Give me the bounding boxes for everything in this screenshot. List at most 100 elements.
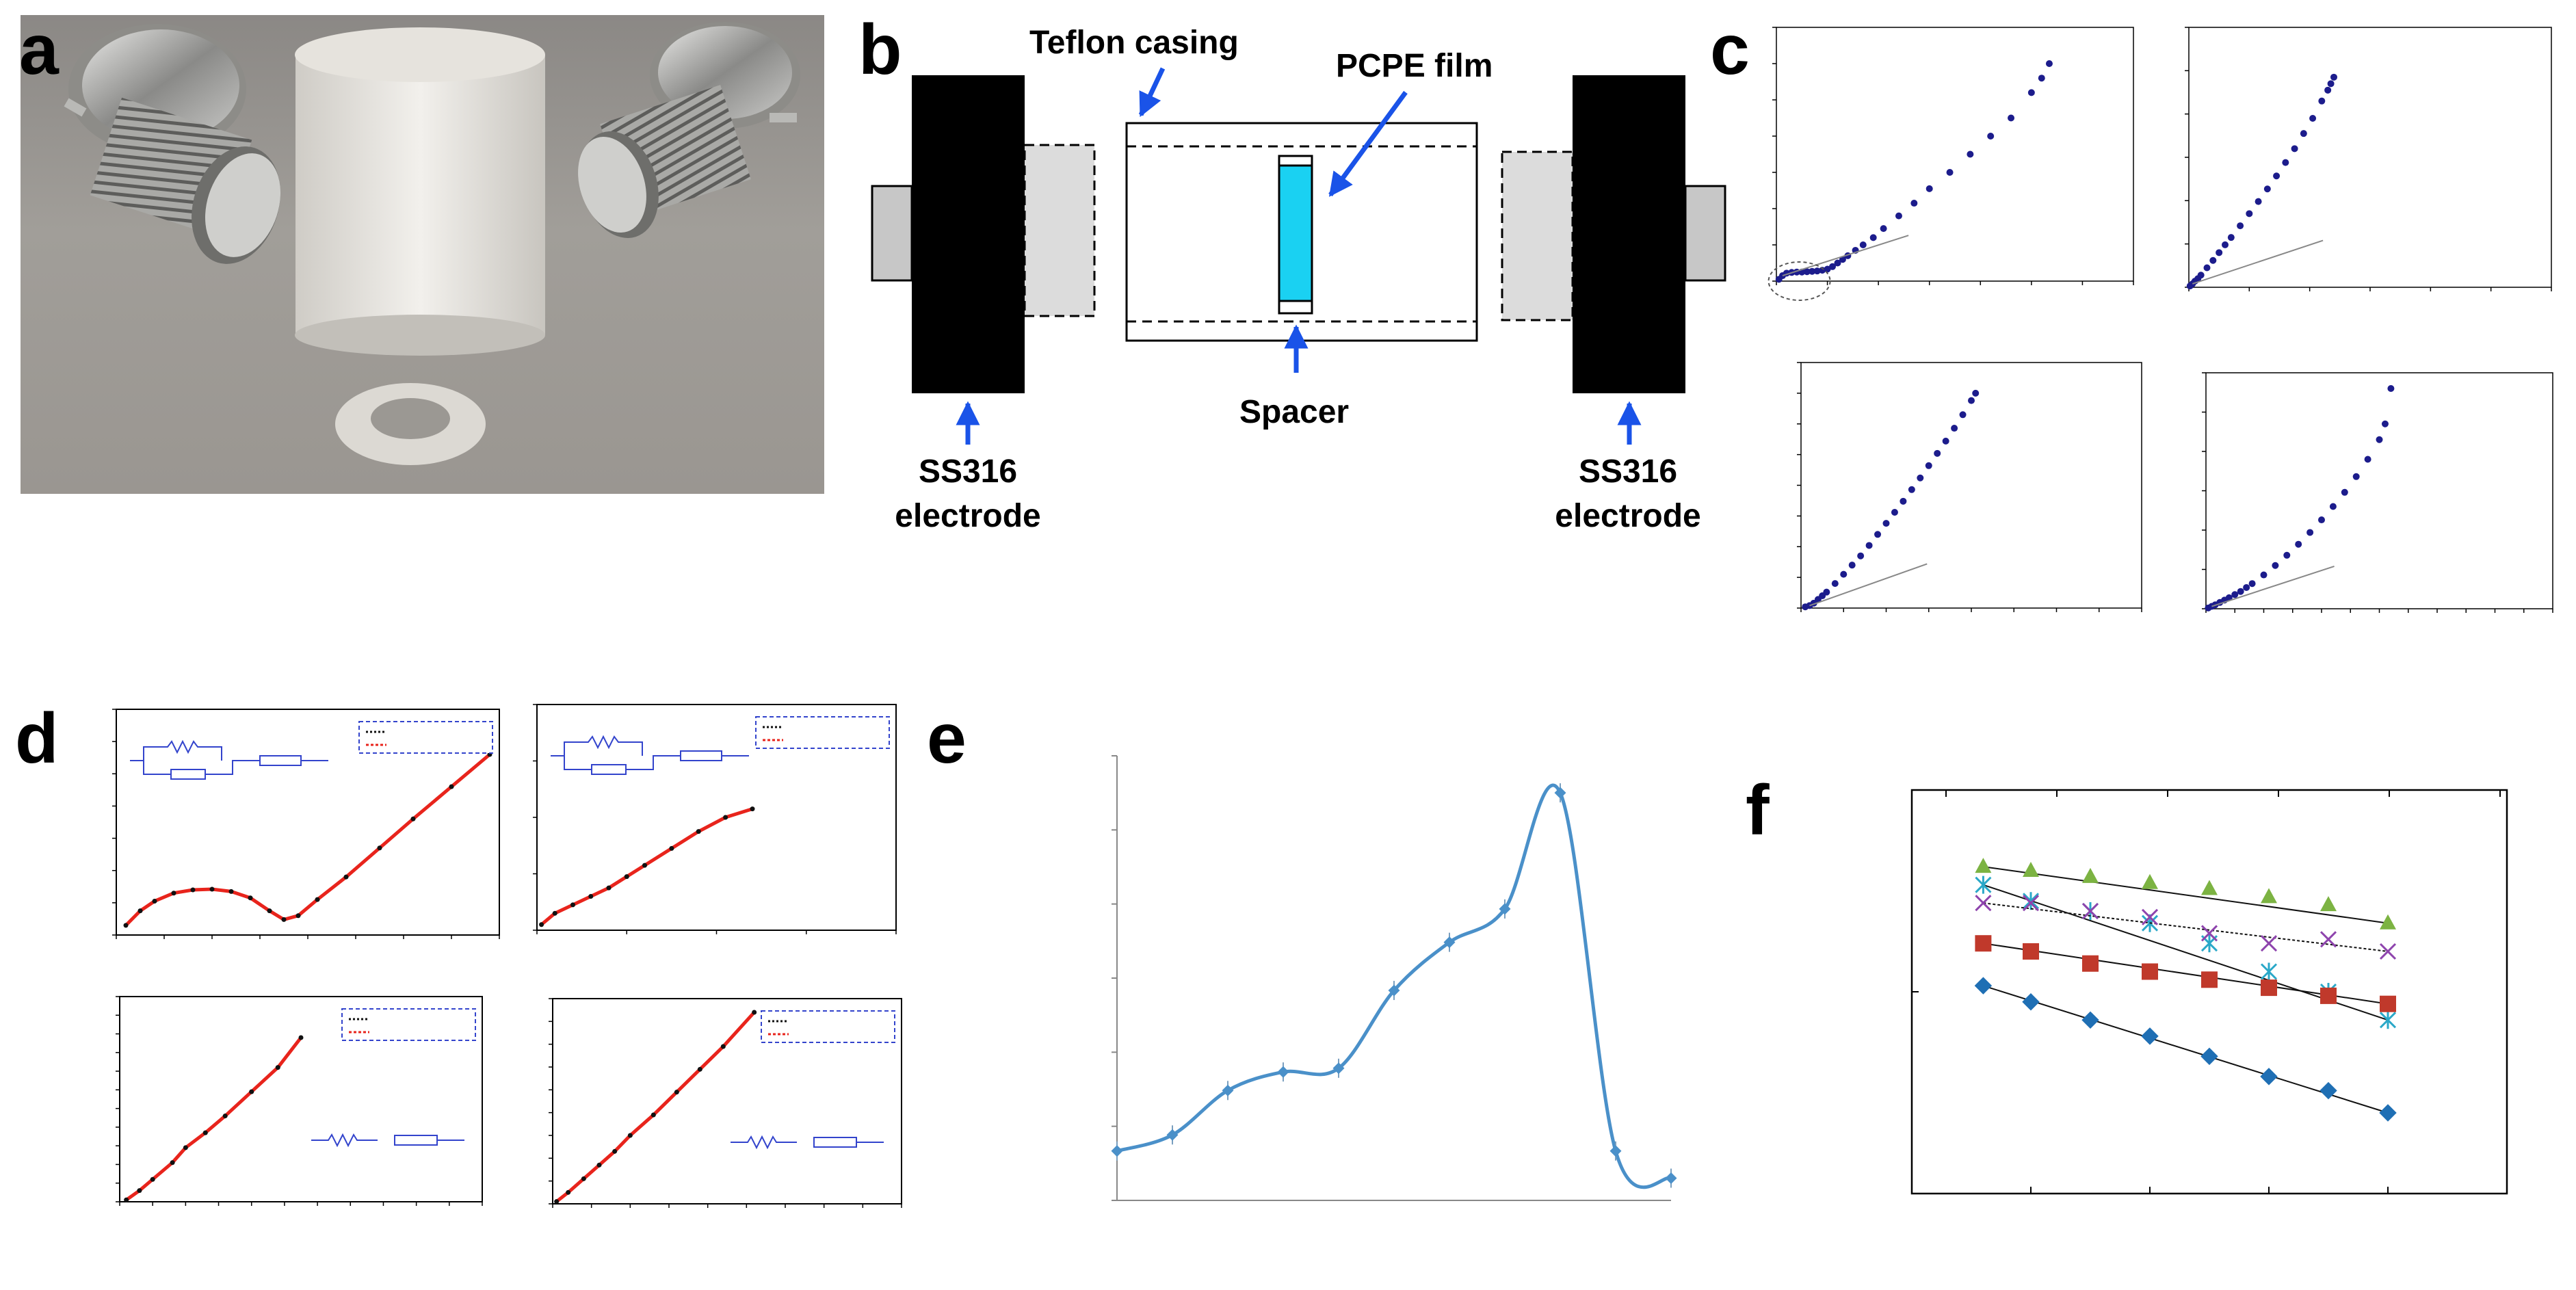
data-point <box>2227 234 2235 241</box>
equivalent-circuit <box>551 735 749 775</box>
data-point <box>1926 185 1933 192</box>
experimental-point <box>152 899 157 904</box>
experimental-point <box>752 1010 757 1015</box>
teflon-cylinder-photo <box>295 27 545 356</box>
data-point <box>1908 486 1915 493</box>
data-point <box>1834 259 1841 267</box>
data-point <box>2200 925 2218 942</box>
data-point <box>2022 993 2040 1011</box>
experimental-point <box>150 1176 155 1182</box>
data-point <box>1166 1129 1179 1141</box>
circuit-cpe2-box <box>813 1137 857 1148</box>
data-point <box>1443 936 1456 949</box>
data-point <box>1951 425 1958 432</box>
experimental-point <box>315 897 320 902</box>
experimental-point <box>124 1197 129 1202</box>
data-point <box>2330 73 2337 81</box>
circuit-cpe2-box <box>259 755 302 766</box>
data-point <box>2237 588 2244 595</box>
circuit-wires <box>731 1135 797 1150</box>
fitting-line <box>125 1036 302 1202</box>
chart-d3 <box>116 996 483 1206</box>
data-point <box>1499 903 1511 915</box>
spacer-ring-photo <box>335 383 486 465</box>
data-point <box>2022 895 2040 912</box>
data-point <box>2203 264 2211 272</box>
data-point <box>1987 133 1995 140</box>
data-point <box>2379 943 2397 960</box>
right-electrode-cap <box>1501 150 1574 321</box>
experimental-point <box>275 1065 280 1070</box>
experimental-point <box>720 1044 726 1049</box>
panel-c-letter: c <box>1710 10 1750 90</box>
experimental-point <box>281 917 287 922</box>
plot-frame <box>2205 372 2553 609</box>
chart-c1 <box>1767 27 2134 301</box>
experimental-point <box>410 816 416 821</box>
experimental-point <box>552 910 557 916</box>
experimental-point <box>248 895 253 901</box>
data-point <box>1859 241 1867 248</box>
data-point <box>2081 902 2099 920</box>
data-point <box>2027 89 2035 96</box>
data-point <box>2260 1068 2278 1085</box>
data-point <box>1942 437 1949 445</box>
data-point <box>1824 265 1831 273</box>
data-point <box>1882 520 1890 527</box>
legend-box <box>755 716 890 749</box>
data-point <box>2216 249 2223 256</box>
circuit-cpe1-box <box>170 769 206 780</box>
data-point <box>1111 1145 1123 1157</box>
equivalent-circuit <box>130 739 328 780</box>
data-point <box>2352 473 2360 480</box>
data-point <box>2379 1104 2397 1122</box>
data-point <box>1857 552 1865 560</box>
data-point <box>2141 1027 2159 1045</box>
right-electrode-stub <box>1684 185 1726 282</box>
circuit-wires <box>311 1133 378 1148</box>
data-point <box>2237 222 2244 230</box>
experimental-point <box>183 1145 188 1150</box>
chart-f <box>1910 789 2508 1195</box>
data-point <box>2197 272 2205 279</box>
rb-annotation-line <box>2211 565 2335 607</box>
experimental-point <box>202 1130 208 1135</box>
trend-line <box>1983 866 2389 924</box>
plot-frame <box>1776 27 2134 282</box>
data-point <box>2200 1047 2218 1066</box>
experimental-point <box>298 1035 304 1040</box>
legend-box <box>761 1010 895 1043</box>
data-point <box>2318 97 2326 105</box>
data-point <box>2364 456 2371 463</box>
data-point <box>2283 551 2291 559</box>
left-electrode-label-2: electrode <box>895 498 1040 534</box>
experimental-point <box>570 902 575 908</box>
right-electrode-fitting <box>578 22 800 238</box>
panel-b-letter: b <box>858 10 902 90</box>
fitting-line <box>555 1011 756 1203</box>
data-point <box>2045 60 2053 67</box>
data-point <box>1874 531 1882 538</box>
experimental-point <box>190 887 196 893</box>
data-point <box>1975 895 1992 912</box>
fitting-line <box>124 753 491 927</box>
experimental-point <box>596 1162 602 1168</box>
data-point <box>2209 256 2217 264</box>
data-point <box>2255 198 2262 205</box>
data-point <box>2376 436 2383 443</box>
pcpe-film <box>1278 164 1313 302</box>
data-point <box>2023 943 2039 960</box>
data-point <box>1554 787 1566 799</box>
data-point <box>2379 1011 2397 1029</box>
data-point <box>2246 210 2253 218</box>
data-point <box>1813 267 1821 275</box>
legend-box <box>358 721 493 754</box>
experimental-point <box>249 1089 254 1094</box>
data-point <box>1968 397 1975 404</box>
experimental-point <box>588 894 594 899</box>
data-point <box>2387 385 2395 392</box>
trend-line <box>1983 985 2389 1114</box>
data-point <box>2263 185 2271 193</box>
experimental-point <box>612 1148 618 1154</box>
data-point <box>2309 115 2317 122</box>
